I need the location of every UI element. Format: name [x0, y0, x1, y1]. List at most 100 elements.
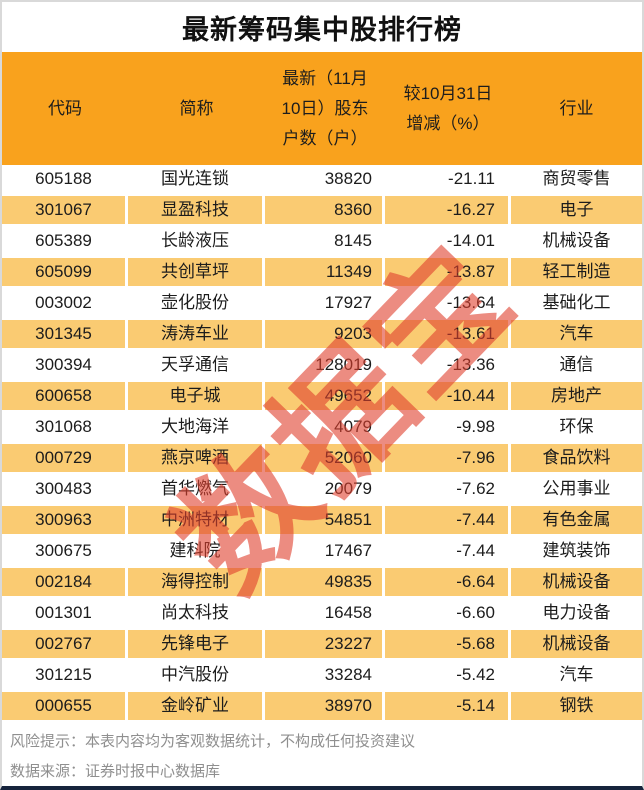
cell-holders: 8360: [265, 196, 385, 224]
table-row: 301068 大地海洋 4079 -9.98 环保: [2, 413, 642, 444]
header-col-name: 简称: [179, 98, 214, 118]
cell-industry: 食品饮料: [542, 448, 611, 467]
cell-change: -6.60: [385, 599, 511, 627]
cell-code: 605099: [2, 258, 128, 286]
cell-change: -7.62: [385, 475, 511, 503]
table-row: 605389 长龄液压 8145 -14.01 机械设备: [2, 227, 642, 258]
footer: 风险提示：本表内容均为客观数据统计，不构成任何投资建议 数据来源：证券时报中心数…: [2, 723, 642, 786]
cell-holders: 4079: [265, 413, 385, 441]
cell-name: 共创草坪: [128, 258, 265, 286]
cell-holders: 17927: [265, 289, 385, 317]
cell-change: -21.11: [385, 165, 511, 193]
cell-industry: 通信: [559, 355, 594, 374]
cell-change: -5.68: [385, 630, 511, 658]
table-row: 301067 显盈科技 8360 -16.27 电子: [2, 196, 642, 227]
cell-holders: 33284: [265, 661, 385, 689]
cell-code: 000655: [2, 692, 128, 720]
table-row: 300483 首华燃气 20079 -7.62 公用事业: [2, 475, 642, 506]
cell-name: 海得控制: [128, 568, 265, 596]
table-row: 003002 壶化股份 17927 -13.64 基础化工: [2, 289, 642, 320]
cell-name: 天孚通信: [128, 351, 265, 379]
cell-name: 燕京啤酒: [128, 444, 265, 472]
table-row: 300675 建科院 17467 -7.44 建筑装饰: [2, 537, 642, 568]
cell-name: 尚太科技: [128, 599, 265, 627]
table-row: 300963 中洲特材 54851 -7.44 有色金属: [2, 506, 642, 537]
cell-change: -7.96: [385, 444, 511, 472]
cell-change: -13.36: [385, 351, 511, 379]
cell-industry: 钢铁: [559, 696, 594, 715]
cell-change: -5.42: [385, 661, 511, 689]
cell-change: -16.27: [385, 196, 511, 224]
table-row: 301215 中汽股份 33284 -5.42 汽车: [2, 661, 642, 692]
cell-industry: 轻工制造: [542, 262, 611, 281]
cell-industry: 房地产: [551, 386, 602, 405]
cell-industry: 建筑装饰: [542, 541, 611, 560]
cell-change: -13.61: [385, 320, 511, 348]
cell-holders: 20079: [265, 475, 385, 503]
cell-change: -6.64: [385, 568, 511, 596]
cell-holders: 128019: [265, 351, 385, 379]
cell-industry: 机械设备: [542, 231, 611, 250]
cell-code: 002184: [2, 568, 128, 596]
cell-name: 建科院: [128, 537, 265, 565]
cell-industry: 环保: [559, 417, 594, 436]
cell-change: -5.14: [385, 692, 511, 720]
cell-name: 显盈科技: [128, 196, 265, 224]
cell-name: 涛涛车业: [128, 320, 265, 348]
cell-holders: 49835: [265, 568, 385, 596]
table-body: 605188 国光连锁 38820 -21.11 商贸零售 301067 显盈科技 8360-…: [2, 165, 642, 723]
cell-code: 300963: [2, 506, 128, 534]
cell-change: -7.44: [385, 537, 511, 565]
cell-change: -7.44: [385, 506, 511, 534]
cell-industry: 公用事业: [542, 479, 611, 498]
cell-code: 301215: [2, 661, 128, 689]
risk-disclaimer: 风险提示：本表内容均为客观数据统计，不构成任何投资建议: [10, 733, 416, 750]
cell-code: 000729: [2, 444, 128, 472]
table-row: 600658 电子城 49652 -10.44 房地产: [2, 382, 642, 413]
cell-industry: 汽车: [559, 665, 594, 684]
cell-holders: 52060: [265, 444, 385, 472]
cell-holders: 49652: [265, 382, 385, 410]
table-row: 300394 天孚通信 128019 -13.36 通信: [2, 351, 642, 382]
title-bar: 最新筹码集中股排行榜: [2, 2, 642, 52]
cell-code: 002767: [2, 630, 128, 658]
table-row: 001301 尚太科技 16458 -6.60 电力设备: [2, 599, 642, 630]
cell-name: 金岭矿业: [128, 692, 265, 720]
cell-name: 首华燃气: [128, 475, 265, 503]
header-col-industry: 行业: [559, 98, 594, 118]
cell-industry: 有色金属: [542, 510, 611, 529]
cell-holders: 38820: [265, 165, 385, 193]
table-header-row: 代码 简称 最新（11月 10日）股东 户数（户） 较10月31日 增减（%） …: [2, 52, 642, 165]
cell-name: 国光连锁: [128, 165, 265, 193]
cell-change: -9.98: [385, 413, 511, 441]
table-row: 000729 燕京啤酒 52060 -7.96 食品饮料: [2, 444, 642, 475]
table-row: 301345 涛涛车业 9203 -13.61 汽车: [2, 320, 642, 351]
table-row: 605188 国光连锁 38820 -21.11 商贸零售: [2, 165, 642, 196]
table-row: 000655 金岭矿业 38970 -5.14 钢铁: [2, 692, 642, 723]
cell-code: 001301: [2, 599, 128, 627]
cell-code: 300394: [2, 351, 128, 379]
cell-change: -14.01: [385, 227, 511, 255]
cell-change: -13.87: [385, 258, 511, 286]
cell-code: 605389: [2, 227, 128, 255]
cell-holders: 9203: [265, 320, 385, 348]
cell-name: 壶化股份: [128, 289, 265, 317]
cell-industry: 基础化工: [542, 293, 611, 312]
cell-name: 先锋电子: [128, 630, 265, 658]
cell-name: 大地海洋: [128, 413, 265, 441]
cell-holders: 16458: [265, 599, 385, 627]
cell-holders: 8145: [265, 227, 385, 255]
cell-industry: 汽车: [559, 324, 594, 343]
cell-code: 300483: [2, 475, 128, 503]
cell-code: 600658: [2, 382, 128, 410]
table-row: 002184 海得控制 49835 -6.64 机械设备: [2, 568, 642, 599]
header-col-code: 代码: [48, 98, 82, 118]
header-col-holders: 最新（11月 10日）股东 户数（户）: [281, 68, 369, 148]
table-row: 605099 共创草坪 11349 -13.87 轻工制造: [2, 258, 642, 289]
cell-holders: 54851: [265, 506, 385, 534]
cell-name: 中汽股份: [128, 661, 265, 689]
table-row: 002767 先锋电子 23227 -5.68 机械设备: [2, 630, 642, 661]
cell-code: 301067: [2, 196, 128, 224]
cell-industry: 电力设备: [542, 603, 611, 622]
